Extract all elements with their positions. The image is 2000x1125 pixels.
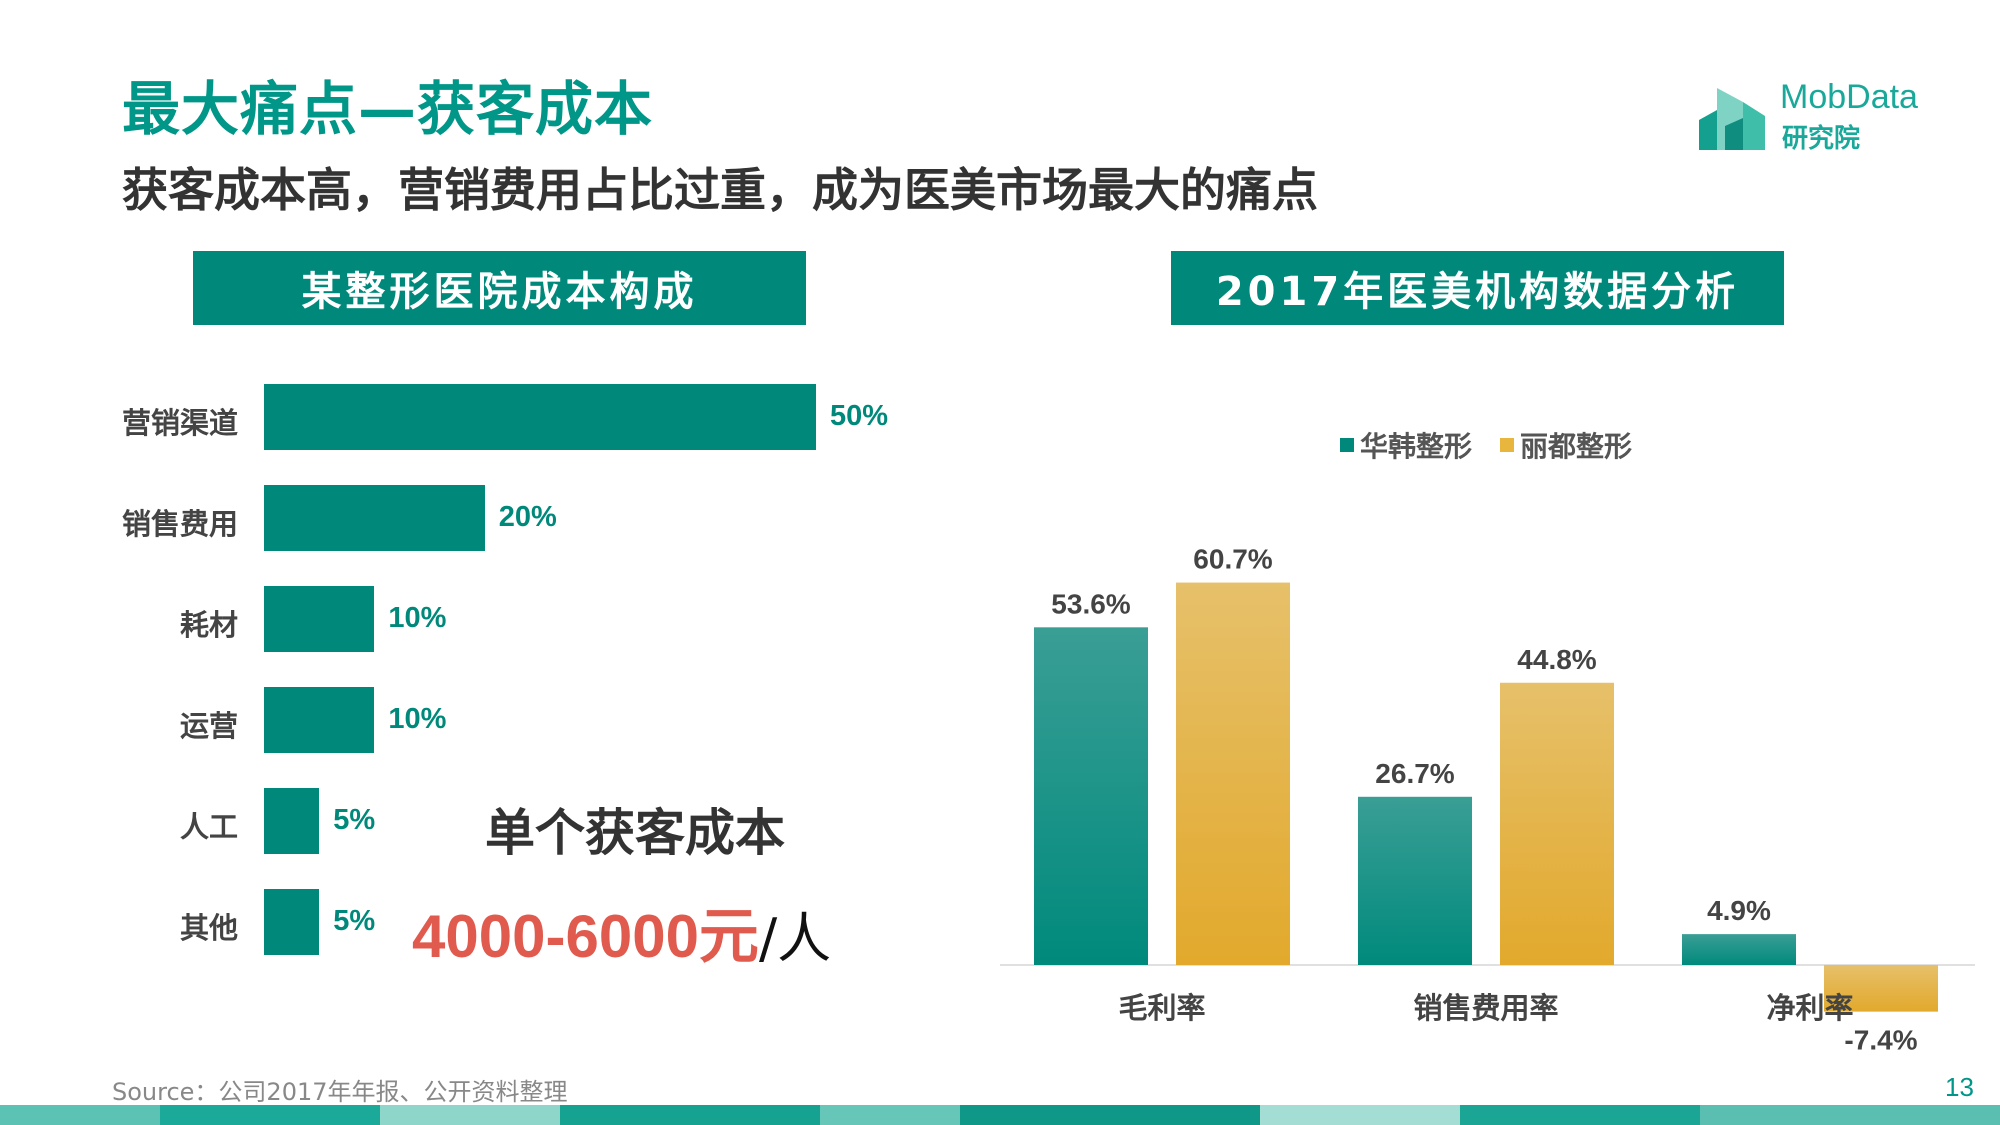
- metric-bar: [1358, 796, 1472, 965]
- metric-bar: [1682, 934, 1796, 965]
- metric-bar: [1500, 682, 1614, 965]
- bar-category-label: 运营: [179, 709, 238, 743]
- bar-data-label: -7.4%: [1844, 1025, 1917, 1056]
- acquisition-cost-value: 4000-6000元/人: [412, 888, 831, 975]
- metric-bar: [1034, 627, 1148, 965]
- source-note: Source：公司2017年年报、公开资料整理: [112, 1078, 568, 1106]
- bar-value-label: 5%: [333, 804, 376, 836]
- legend-item-huahan: 华韩整形: [1340, 425, 1472, 465]
- cost-bar: [264, 687, 375, 753]
- bar-data-label: 4.9%: [1707, 895, 1771, 926]
- bar-data-label: 60.7%: [1193, 544, 1272, 575]
- metric-bar: [1824, 965, 1938, 1012]
- bar-category-label: 其他: [179, 911, 238, 945]
- bar-value-label: 5%: [333, 905, 376, 937]
- bar-value-label: 10%: [388, 602, 447, 634]
- bar-data-label: 26.7%: [1375, 758, 1454, 789]
- bar-category-label: 人工: [179, 810, 238, 844]
- cost-bar: [264, 889, 320, 955]
- bar-category-label: 销售费用: [121, 507, 238, 541]
- bar-value-label: 20%: [498, 501, 557, 533]
- bar-value-label: 50%: [830, 400, 889, 432]
- chart-legend: 华韩整形 丽都整形: [1340, 425, 1660, 465]
- x-tick-label: 净利率: [1766, 991, 1853, 1025]
- legend-item-lidu: 丽都整形: [1500, 425, 1632, 465]
- bar-value-label: 10%: [388, 703, 447, 735]
- legend-label-lidu: 丽都整形: [1520, 430, 1633, 463]
- cost-structure-chart: 营销渠道 50% 销售费用 20% 耗材 10% 运营 10% 人工 5% 其他 5%: [0, 0, 1000, 1000]
- cost-bar: [264, 485, 485, 551]
- cost-bar: [264, 384, 816, 450]
- legend-label-huahan: 华韩整形: [1360, 430, 1473, 463]
- cost-bar: [264, 586, 375, 652]
- acquisition-cost-unit: /人: [758, 907, 832, 970]
- bar-category-label: 耗材: [179, 608, 238, 642]
- legend-swatch-teal: [1340, 438, 1354, 452]
- page-subtitle: 获客成本高，营销费用占比过重，成为医美市场最大的痛点: [122, 163, 1318, 217]
- mobdata-logo-icon: [1699, 88, 1765, 150]
- institution-analysis-chart: 53.6% 60.7% 毛利率 26.7% 44.8% 销售费用率 4.9% -7.4%净利率: [1000, 544, 1975, 1056]
- metric-bar: [1176, 582, 1290, 965]
- page-title: 最大痛点—获客成本: [122, 75, 654, 143]
- logo-subtitle: 研究院: [1782, 124, 1861, 154]
- x-tick-label: 销售费用率: [1413, 991, 1558, 1025]
- x-tick-label: 毛利率: [1118, 991, 1205, 1025]
- cost-bar: [264, 788, 320, 854]
- bar-data-label: 53.6%: [1051, 588, 1130, 619]
- bar-data-label: 44.8%: [1517, 644, 1596, 675]
- logo-name: MobData: [1780, 78, 1918, 116]
- acquisition-cost-label: 单个获客成本: [485, 804, 785, 862]
- footer-bar: [0, 1105, 2000, 1125]
- left-panel-title: 某整形医院成本构成: [193, 251, 806, 325]
- legend-swatch-gold: [1500, 438, 1515, 452]
- acquisition-cost-amount: 4000-6000元: [412, 903, 759, 970]
- page-number: 13: [1945, 1072, 1974, 1102]
- bar-category-label: 营销渠道: [121, 406, 238, 440]
- right-panel-title: 2017年医美机构数据分析: [1171, 251, 1784, 325]
